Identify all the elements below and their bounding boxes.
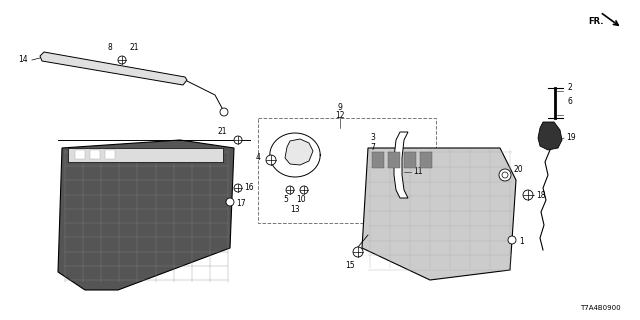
Text: 3: 3 [370,133,375,142]
Text: 14: 14 [18,55,28,65]
Text: 21: 21 [130,43,140,52]
Text: 7: 7 [370,143,375,153]
Text: 16: 16 [244,183,253,193]
Text: 11: 11 [413,167,422,177]
Circle shape [266,155,276,165]
Circle shape [234,184,242,192]
Text: 12: 12 [335,111,345,121]
Text: 2: 2 [567,84,572,92]
Text: 17: 17 [236,199,246,209]
Polygon shape [362,148,516,280]
Text: 1: 1 [519,237,524,246]
Bar [388,152,400,168]
Text: 18: 18 [536,190,545,199]
Text: FR.: FR. [588,18,604,27]
Circle shape [234,136,242,144]
Text: T7A4B0900: T7A4B0900 [580,305,621,311]
Circle shape [220,108,228,116]
Circle shape [226,198,234,206]
Bar [105,150,115,159]
Polygon shape [394,132,408,198]
Circle shape [286,186,294,194]
Circle shape [499,169,511,181]
Bar [90,150,100,159]
Text: 10: 10 [296,196,306,204]
Bar [372,152,384,168]
Text: 19: 19 [566,133,575,142]
Circle shape [300,186,308,194]
Text: 15: 15 [345,261,355,270]
Bar [404,152,416,168]
Text: 6: 6 [567,98,572,107]
Polygon shape [58,140,234,290]
Bar [75,150,85,159]
Polygon shape [285,139,313,165]
Bar [68,148,223,162]
Text: 8: 8 [108,43,113,52]
Text: 13: 13 [290,205,300,214]
Text: 4: 4 [256,154,261,163]
Circle shape [118,56,126,64]
Polygon shape [538,122,562,150]
Text: 9: 9 [337,103,342,113]
Bar [420,152,432,168]
Text: 20: 20 [514,165,524,174]
Circle shape [502,172,508,178]
Circle shape [523,190,533,200]
Circle shape [353,247,363,257]
Text: 5: 5 [283,196,288,204]
Circle shape [508,236,516,244]
Text: 21: 21 [218,127,227,137]
Polygon shape [40,52,187,85]
